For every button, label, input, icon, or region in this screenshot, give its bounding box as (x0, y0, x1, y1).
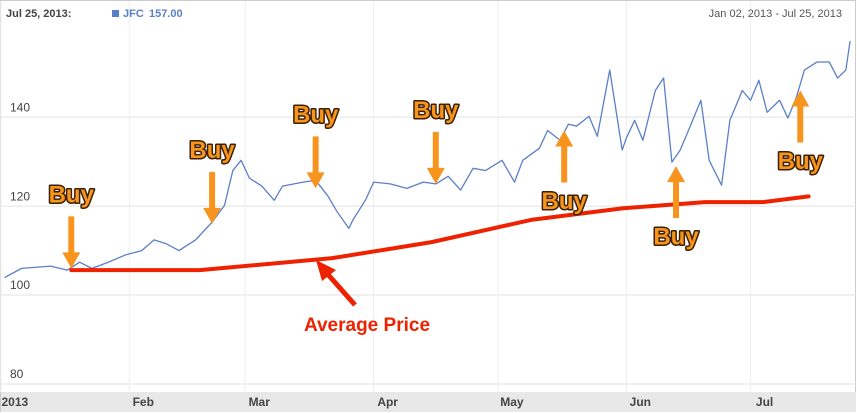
y-tick-label: 100 (10, 278, 30, 292)
y-tick-label: 80 (10, 367, 24, 381)
buy-label: Buy (189, 137, 235, 164)
buy-arrow-head (62, 252, 81, 269)
average-line (69, 194, 811, 273)
buy-label: Buy (653, 223, 699, 250)
avg-label: Average Price (304, 315, 430, 336)
avg-arrow-shaft (322, 268, 357, 307)
buy-annotation: Buy (47, 180, 96, 269)
x-tick-label: Jul (756, 395, 773, 409)
buy-annotation: Buy (540, 130, 589, 216)
buy-arrow-head (306, 172, 325, 189)
header-range: Jan 02, 2013 - Jul 25, 2013 (709, 8, 842, 20)
legend-label: JFC (123, 8, 144, 20)
buy-label: Buy (293, 102, 339, 129)
header-value: 157.00 (149, 8, 183, 20)
y-tick-label: 120 (10, 189, 30, 203)
buy-label: Buy (542, 188, 588, 215)
buy-arrow-head (791, 90, 810, 107)
buy-arrow-head (667, 166, 686, 183)
buy-annotation: Buy (188, 136, 237, 224)
price-line (4, 40, 851, 278)
avg-arrow-head (316, 260, 336, 281)
x-tick-label: 2013 (2, 395, 29, 409)
buy-arrow-head (426, 167, 445, 184)
buy-label: Buy (778, 148, 824, 175)
buy-label: Buy (49, 182, 95, 209)
y-tick-label: 140 (10, 100, 30, 114)
x-tick-label: Feb (133, 395, 154, 409)
x-axis-band (1, 392, 856, 412)
x-tick-label: Apr (377, 395, 398, 409)
buy-arrow-head (203, 207, 222, 224)
annotations: Buy Buy Buy Buy Buy Buy Buy (47, 90, 825, 269)
lines (4, 40, 851, 278)
x-tick-label: Mar (249, 395, 271, 409)
buy-annotation: Buy (776, 90, 825, 176)
header-date: Jul 25, 2013: (6, 8, 71, 20)
buy-annotation: Buy (412, 96, 461, 184)
buy-arrow-head (555, 130, 574, 147)
legend-swatch (112, 10, 119, 17)
x-tick-label: Jun (630, 395, 651, 409)
buy-annotation: Buy (291, 100, 340, 189)
buy-label: Buy (413, 97, 459, 124)
buy-annotation: Buy (652, 166, 701, 252)
x-tick-label: May (500, 395, 524, 409)
